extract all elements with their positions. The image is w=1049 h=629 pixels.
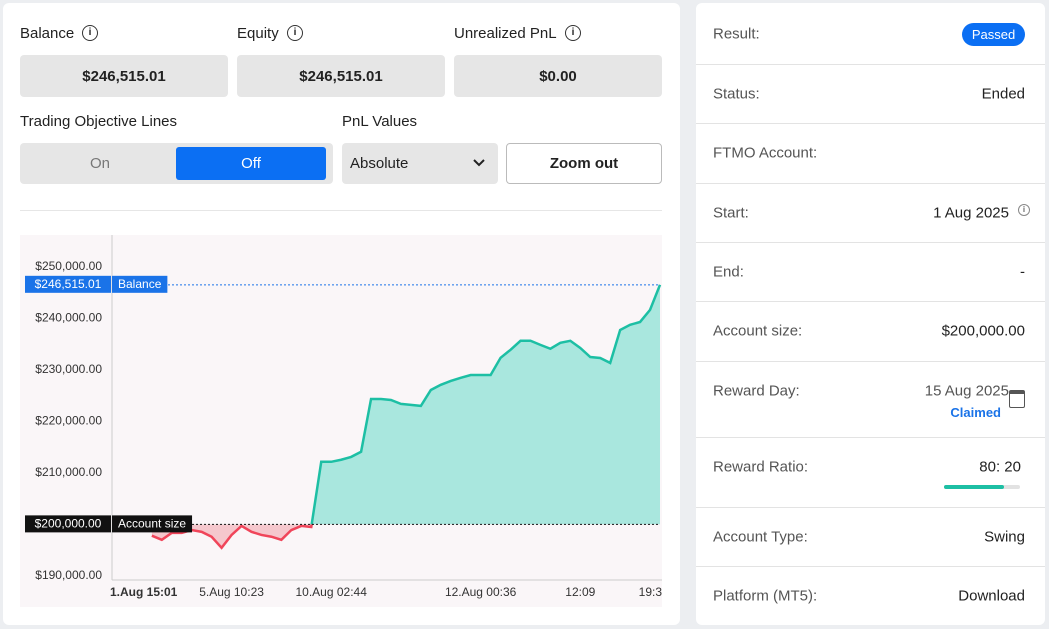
line-positive bbox=[241, 284, 662, 525]
detail-value: Swing bbox=[984, 528, 1025, 545]
y-tick-label: $240,000.00 bbox=[35, 311, 102, 325]
detail-value: 15 Aug 2025 bbox=[924, 382, 1009, 400]
x-tick-label: 19:3 bbox=[639, 585, 663, 599]
stat-value: $246,515.01 bbox=[20, 55, 228, 97]
reference-name-box bbox=[112, 275, 168, 293]
x-tick-label: 10.Aug 02:44 bbox=[295, 585, 367, 599]
detail-label: End: bbox=[713, 263, 744, 280]
stat-label: Equity bbox=[237, 25, 279, 42]
detail-label: Reward Day: bbox=[713, 382, 800, 400]
divider bbox=[20, 210, 662, 211]
toggle-off[interactable]: Off bbox=[176, 147, 326, 180]
detail-label: Reward Ratio: bbox=[713, 458, 809, 476]
info-icon: i bbox=[82, 25, 98, 41]
ratio-fill bbox=[944, 485, 1004, 489]
x-tick-label: 12:09 bbox=[565, 585, 595, 599]
reference-value-label: $200,000.00 bbox=[35, 517, 102, 531]
reference-label-box bbox=[25, 275, 111, 293]
separator bbox=[696, 507, 1045, 508]
reference-label-box bbox=[25, 515, 111, 533]
reference-value-label: $246,515.01 bbox=[35, 277, 102, 291]
x-tick-label: 12.Aug 00:36 bbox=[445, 585, 517, 599]
detail-value: 80: 20 bbox=[979, 458, 1021, 476]
status-badge: Passed bbox=[962, 23, 1025, 46]
detail-note: Claimed bbox=[950, 405, 1001, 420]
separator bbox=[696, 301, 1045, 302]
pnl-selected: Absolute bbox=[350, 155, 409, 172]
reference-name-box bbox=[112, 515, 193, 533]
area-negative bbox=[151, 524, 312, 548]
y-tick-label: $190,000.00 bbox=[35, 568, 102, 582]
right-panel bbox=[696, 3, 1045, 625]
x-tick-label: 1.Aug 15:01 bbox=[110, 585, 178, 599]
x-tick-label: 5.Aug 10:23 bbox=[199, 585, 264, 599]
detail-label: Result: bbox=[713, 25, 760, 42]
detail-value: Ended bbox=[981, 85, 1025, 102]
detail-value: 1 Aug 2025 bbox=[933, 204, 1009, 221]
y-tick-label: $210,000.00 bbox=[35, 465, 102, 479]
separator bbox=[696, 64, 1045, 65]
zoom-out-button[interactable]: Zoom out bbox=[506, 143, 662, 184]
detail-label: Status: bbox=[713, 85, 760, 102]
detail-label: Account size: bbox=[713, 322, 803, 340]
separator bbox=[696, 437, 1045, 438]
reference-name: Account size bbox=[118, 517, 186, 531]
separator bbox=[696, 123, 1045, 124]
separator bbox=[696, 242, 1045, 243]
detail-value: $200,000.00 bbox=[941, 322, 1025, 340]
detail-value: - bbox=[1020, 263, 1025, 280]
pnl-select[interactable]: Absolute bbox=[342, 143, 498, 184]
detail-label: FTMO Account: bbox=[713, 144, 818, 162]
stat-label: Balance bbox=[20, 25, 75, 42]
separator bbox=[696, 183, 1045, 184]
detail-label: Platform (MT5): bbox=[713, 587, 818, 604]
chart: $190,000.00 $200,000.00 $210,000.00 $220,00… bbox=[25, 235, 663, 600]
detail-value[interactable]: Download bbox=[958, 587, 1025, 604]
detail-label: Start: bbox=[713, 204, 749, 221]
stat-label: Unrealized PnL bbox=[454, 25, 557, 42]
separator bbox=[696, 566, 1045, 567]
y-tick-label: $230,000.00 bbox=[35, 362, 102, 376]
objective-label: Trading Objective Lines bbox=[20, 113, 178, 130]
chevron bbox=[473, 159, 485, 167]
calendar-icon[interactable] bbox=[1009, 390, 1025, 408]
info-icon: i bbox=[565, 25, 581, 41]
line-negative bbox=[151, 524, 313, 550]
info-icon: i bbox=[1018, 203, 1030, 216]
stat-value: $246,515.01 bbox=[237, 55, 445, 97]
reference-name: Balance bbox=[118, 277, 162, 291]
stat-value: $0.00 bbox=[454, 55, 662, 97]
detail-label: Account Type: bbox=[713, 528, 808, 545]
pnl-label: PnL Values bbox=[342, 113, 418, 130]
y-tick-label: $220,000.00 bbox=[35, 414, 102, 428]
y-tick-label: $250,000.00 bbox=[35, 259, 102, 273]
toggle-on[interactable]: On bbox=[89, 155, 110, 172]
info-icon: i bbox=[287, 25, 303, 41]
separator bbox=[696, 361, 1045, 362]
